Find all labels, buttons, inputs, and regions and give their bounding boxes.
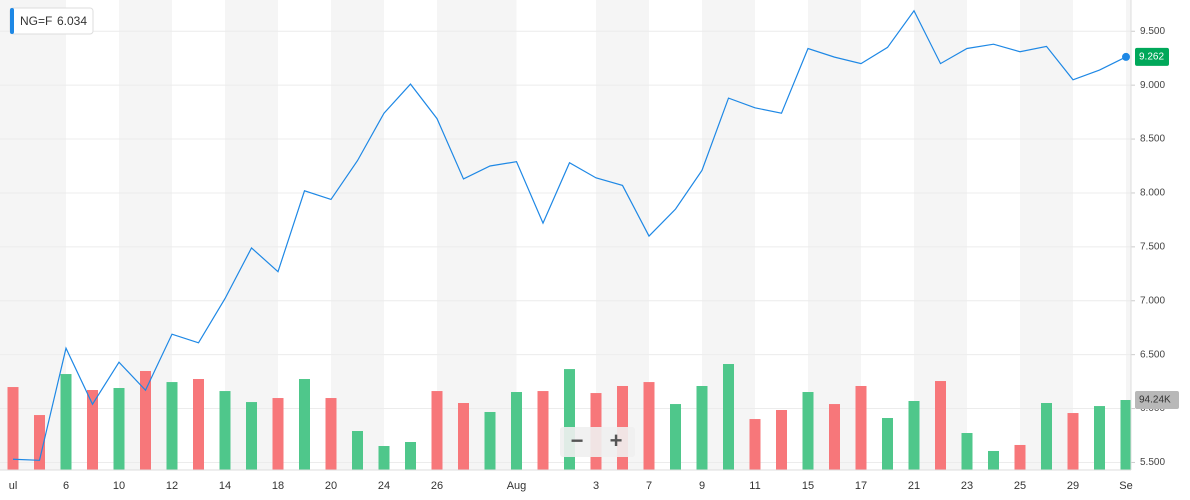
- volume-bar: [325, 398, 337, 470]
- x-tick-label: 29: [1067, 480, 1079, 492]
- x-tick-label: 26: [431, 480, 443, 492]
- x-tick-label: Aug: [507, 480, 527, 492]
- volume-bar: [723, 364, 734, 470]
- volume-bar: [511, 392, 522, 470]
- volume-bar: [405, 441, 416, 470]
- x-tick-label: 7: [646, 480, 652, 492]
- legend: NG=F 6.034: [9, 7, 94, 35]
- volume-bar: [1041, 403, 1052, 470]
- volume-bar: [1014, 444, 1026, 470]
- zoom-out[interactable]: −: [571, 428, 584, 453]
- volume-bar: [87, 390, 98, 470]
- volume-bar: [60, 374, 72, 470]
- y-tick-label: 5.500: [1140, 457, 1165, 468]
- x-tick-label: Se: [1119, 480, 1132, 492]
- volume-bar: [431, 391, 443, 470]
- volume-bar: [988, 450, 999, 470]
- x-tick-label: 21: [908, 480, 920, 492]
- x-tick-label: 14: [219, 480, 231, 492]
- zoom-control: − +: [560, 427, 635, 457]
- y-tick-label: 9.500: [1140, 26, 1165, 37]
- x-tick-label: 15: [802, 480, 814, 492]
- volume-bar: [246, 402, 257, 470]
- volume-bar: [776, 409, 787, 470]
- band: [437, 0, 517, 470]
- volume-bar: [802, 392, 814, 470]
- volume-bar: [670, 404, 681, 470]
- y-tick-label: 9.000: [1140, 80, 1165, 91]
- x-tick-label: 11: [749, 480, 760, 492]
- value-label: 9.262: [1139, 52, 1164, 63]
- band: [331, 0, 384, 470]
- x-tick-label: 10: [113, 480, 125, 492]
- value-badge: [1135, 47, 1169, 66]
- volume-bar: [166, 382, 178, 470]
- volume-bar: [935, 381, 946, 470]
- volume-bar: [855, 385, 867, 470]
- volume-bar: [140, 370, 151, 470]
- volume-bar: [193, 379, 204, 470]
- legend-symbol: NG=F: [20, 14, 52, 28]
- x-tick-label: 18: [272, 480, 284, 492]
- volume-bar: [272, 398, 284, 470]
- volume-bar: [7, 387, 19, 470]
- volume-bar: [113, 388, 125, 470]
- zoom-in[interactable]: +: [610, 428, 623, 453]
- volume-bar: [34, 415, 45, 470]
- x-tick-label: 3: [593, 480, 599, 492]
- volume-bar: [882, 418, 893, 470]
- value-label: 94.24K: [1139, 395, 1171, 406]
- line: [12, 9, 1127, 461]
- volume-bar: [219, 391, 231, 470]
- value-badge: [1135, 391, 1179, 410]
- volume-bar: [908, 401, 920, 470]
- volume-bar: [458, 403, 469, 470]
- volume-bar: [537, 391, 549, 470]
- x-tick-label: 20: [325, 480, 337, 492]
- volume-bar: [696, 385, 708, 470]
- y-tick-label: 8.500: [1140, 134, 1165, 145]
- x-tick-label: 12: [166, 480, 178, 492]
- x-tick-label: 9: [699, 480, 705, 492]
- band: [1126, 0, 1131, 470]
- volume-bar: [352, 431, 363, 470]
- legend-value: 6.034: [57, 14, 87, 28]
- volume-bar: [1120, 400, 1132, 470]
- band: [1020, 0, 1073, 470]
- x-tick-label: 25: [1014, 480, 1026, 492]
- volume-bar: [961, 433, 973, 470]
- volume-bar: [564, 369, 575, 470]
- x-tick-label: 17: [855, 480, 867, 492]
- band: [225, 0, 278, 470]
- legend-marker: [10, 8, 14, 34]
- y-tick-label: 7.500: [1140, 241, 1165, 252]
- volume-bar: [829, 404, 840, 470]
- volume-bar: [378, 446, 390, 470]
- price-line: [12, 9, 1130, 461]
- volume-bar: [299, 379, 310, 470]
- zoom-box: [560, 427, 635, 457]
- volume-bar: [1094, 406, 1105, 470]
- x-tick-label: 6: [63, 480, 69, 492]
- x-tick-label: 24: [378, 480, 390, 492]
- last-point: [1122, 52, 1130, 61]
- background-bands: [0, 0, 1131, 470]
- y-tick-label: 6.500: [1140, 349, 1165, 360]
- band: [808, 0, 861, 470]
- x-tick-label: ul: [9, 480, 18, 492]
- volume-bar: [643, 382, 655, 470]
- y-tick-label: 8.000: [1140, 188, 1165, 199]
- volume-bar: [1067, 413, 1079, 470]
- volume-bar: [749, 419, 761, 470]
- y-tick-label: 7.000: [1140, 295, 1165, 306]
- x-tick-label: 23: [961, 480, 973, 492]
- axis: 5.5006.0006.5007.0007.5008.0008.5009.000…: [9, 26, 1179, 492]
- volume-bar: [484, 411, 496, 470]
